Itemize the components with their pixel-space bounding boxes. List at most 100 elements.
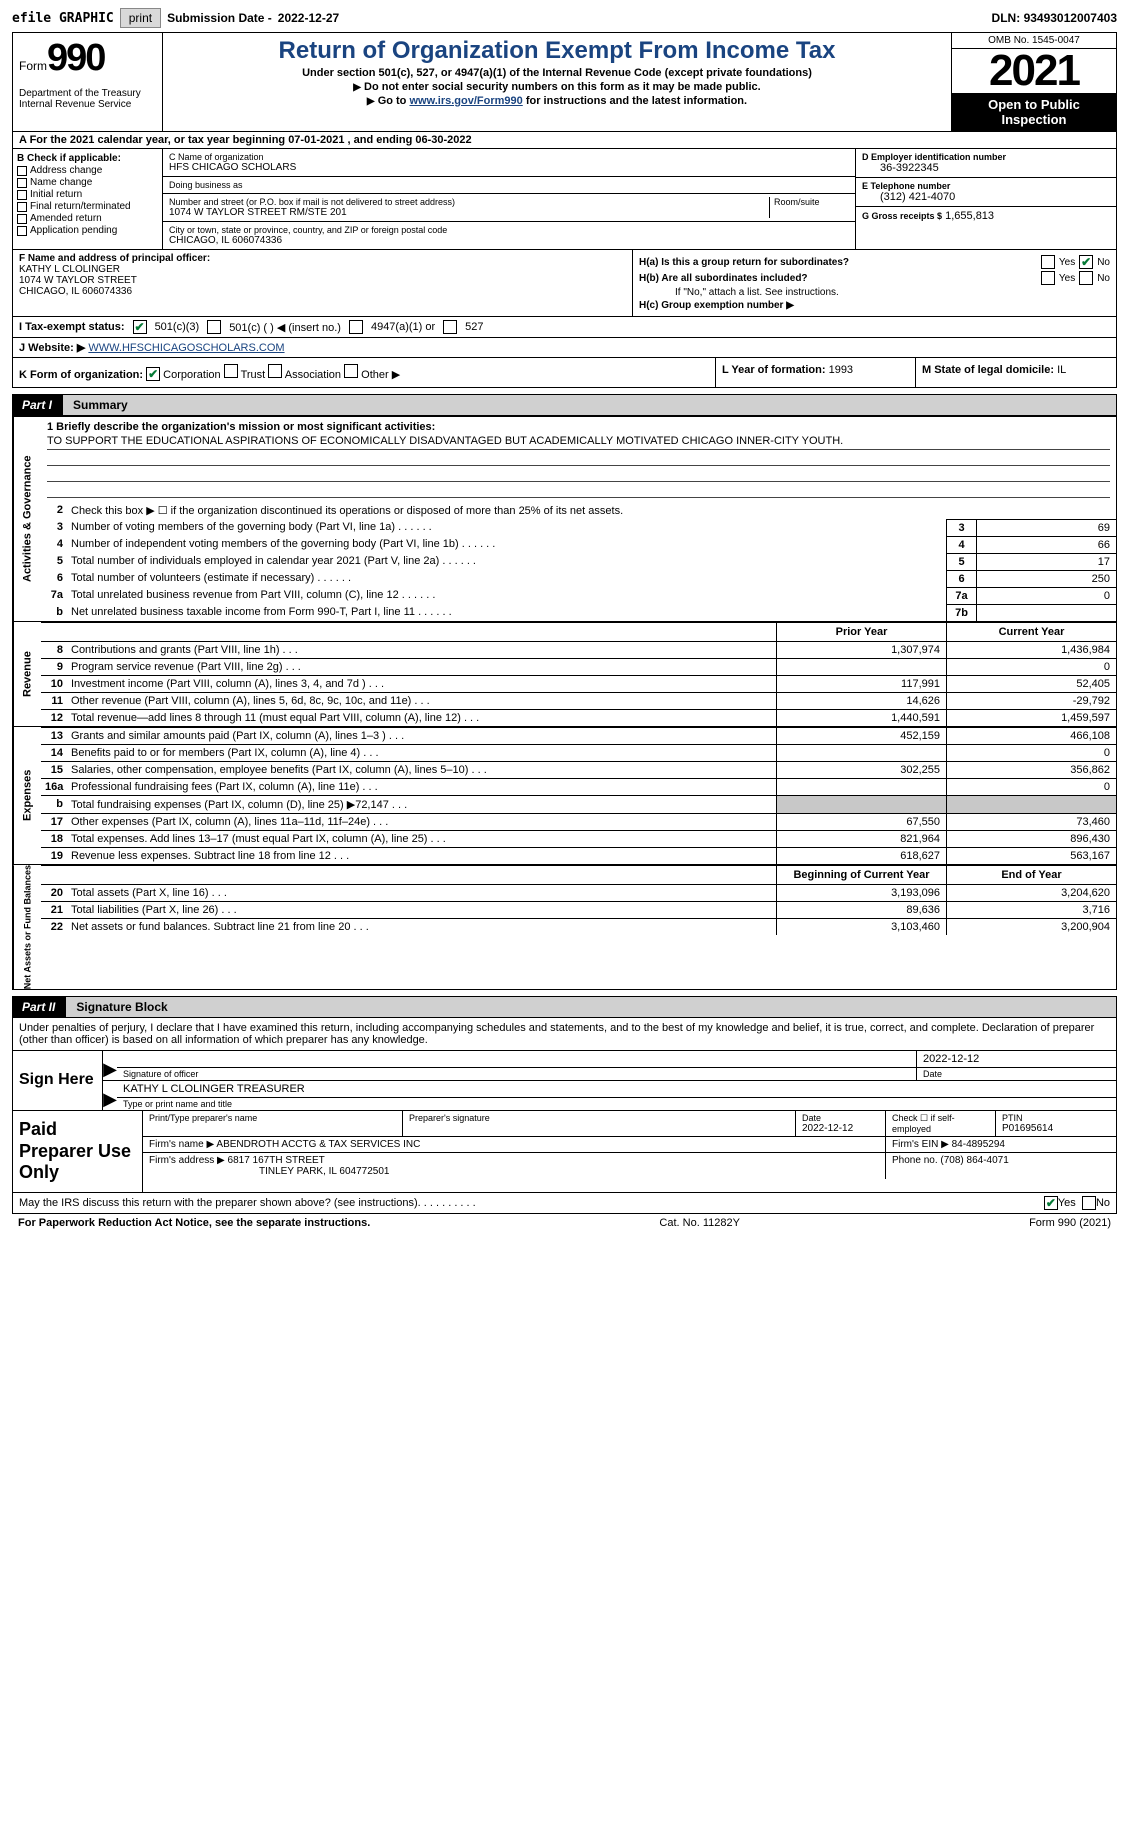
- ptin-label: PTIN: [1002, 1113, 1110, 1123]
- irs-link[interactable]: www.irs.gov/Form990: [409, 95, 522, 107]
- city-value: CHICAGO, IL 606074336: [169, 235, 849, 246]
- hb-yes[interactable]: [1041, 271, 1055, 285]
- subtitle-1: Under section 501(c), 527, or 4947(a)(1)…: [169, 67, 945, 79]
- ha-no[interactable]: ✔: [1079, 255, 1093, 269]
- print-button[interactable]: print: [120, 8, 161, 28]
- state-label: M State of legal domicile:: [922, 364, 1054, 376]
- cb-address-change[interactable]: [17, 166, 27, 176]
- cb-527[interactable]: [443, 320, 457, 334]
- current-value: 0: [946, 659, 1116, 675]
- mission-blank2: [47, 466, 1110, 482]
- line-text: Contributions and grants (Part VIII, lin…: [67, 642, 776, 658]
- prep-check-label: Check ☐ if self-employed: [892, 1113, 989, 1134]
- line-text: Program service revenue (Part VIII, line…: [67, 659, 776, 675]
- opt-501c: 501(c) ( ) ◀ (insert no.): [229, 321, 341, 334]
- page-footer: For Paperwork Reduction Act Notice, see …: [12, 1214, 1117, 1232]
- line-text: Other expenses (Part IX, column (A), lin…: [67, 814, 776, 830]
- efile-label: efile GRAPHIC: [12, 11, 114, 26]
- website-link[interactable]: WWW.HFSCHICAGOSCHOLARS.COM: [88, 342, 284, 354]
- current-value: 356,862: [946, 762, 1116, 778]
- ha-yes[interactable]: [1041, 255, 1055, 269]
- hb-label: H(b) Are all subordinates included?: [639, 273, 808, 284]
- part2-header: Part II Signature Block: [12, 996, 1117, 1018]
- cb-other[interactable]: [344, 364, 358, 378]
- line-num: 15: [41, 762, 67, 778]
- submission-date-label: Submission Date -: [167, 11, 272, 25]
- header-right: OMB No. 1545-0047 2021 Open to Public In…: [951, 33, 1116, 131]
- prior-value: 67,550: [776, 814, 946, 830]
- line-box: 7b: [946, 604, 976, 621]
- firm-name: ABENDROTH ACCTG & TAX SERVICES INC: [216, 1139, 420, 1150]
- opt-amended: Amended return: [30, 213, 102, 224]
- officer-printed-name: KATHY L CLOLINGER TREASURER: [117, 1081, 1116, 1097]
- opt-name-change: Name change: [30, 177, 92, 188]
- line-num: 18: [41, 831, 67, 847]
- cb-pending[interactable]: [17, 226, 27, 236]
- cb-initial-return[interactable]: [17, 190, 27, 200]
- current-value: -29,792: [946, 693, 1116, 709]
- cb-501c3[interactable]: ✔: [133, 320, 147, 334]
- cb-assoc[interactable]: [268, 364, 282, 378]
- line-text: Total number of volunteers (estimate if …: [67, 570, 946, 587]
- form-title: Return of Organization Exempt From Incom…: [169, 37, 945, 65]
- footer-right: Form 990 (2021): [1029, 1217, 1111, 1229]
- hb-no[interactable]: [1079, 271, 1093, 285]
- current-value: 0: [946, 779, 1116, 795]
- org-name: HFS CHICAGO SCHOLARS: [169, 162, 849, 173]
- printed-name-label: Type or print name and title: [117, 1097, 1116, 1110]
- line-text: Investment income (Part VIII, column (A)…: [67, 676, 776, 692]
- col-d: D Employer identification number 36-3922…: [856, 149, 1116, 249]
- department-label: Department of the Treasury Internal Reve…: [19, 88, 156, 110]
- line-box: 5: [946, 553, 976, 570]
- mission-blank3: [47, 482, 1110, 498]
- line-value: [976, 604, 1116, 621]
- block-bcd: B Check if applicable: Address change Na…: [12, 149, 1117, 250]
- summary-activities: Activities & Governance 1 Briefly descri…: [12, 416, 1117, 622]
- cb-amended[interactable]: [17, 214, 27, 224]
- cb-name-change[interactable]: [17, 178, 27, 188]
- signature-intro: Under penalties of perjury, I declare th…: [12, 1018, 1117, 1051]
- cb-4947[interactable]: [349, 320, 363, 334]
- prior-value: 618,627: [776, 848, 946, 864]
- discuss-no[interactable]: [1082, 1196, 1096, 1210]
- sign-here-label: Sign Here: [13, 1051, 103, 1110]
- opt-pending: Application pending: [30, 225, 117, 236]
- sign-arrow-2: ▶: [103, 1081, 117, 1110]
- form-number: 990: [47, 37, 104, 80]
- current-year-label: Current Year: [946, 623, 1116, 641]
- line-num: 7a: [41, 587, 67, 604]
- hb-note: If "No," attach a list. See instructions…: [639, 287, 1110, 298]
- current-value: 0: [946, 745, 1116, 761]
- opt-initial-return: Initial return: [30, 189, 82, 200]
- paid-preparer-label: Paid Preparer Use Only: [13, 1111, 143, 1192]
- line2-text: Check this box ▶ ☐ if the organization d…: [67, 502, 1116, 519]
- officer-label: F Name and address of principal officer:: [19, 253, 626, 264]
- officer-signature: [117, 1051, 916, 1067]
- footer-center: Cat. No. 11282Y: [659, 1217, 740, 1229]
- firm-name-label: Firm's name ▶: [149, 1139, 214, 1150]
- dln: DLN: 93493012007403: [992, 11, 1117, 25]
- dba-label: Doing business as: [169, 180, 849, 190]
- cb-corp[interactable]: ✔: [146, 367, 160, 381]
- line-text: Grants and similar amounts paid (Part IX…: [67, 728, 776, 744]
- cb-trust[interactable]: [224, 364, 238, 378]
- hc-label: H(c) Group exemption number ▶: [639, 300, 794, 311]
- prior-year-label: Prior Year: [776, 623, 946, 641]
- cb-501c[interactable]: [207, 320, 221, 334]
- summary-revenue: Revenue Prior YearCurrent Year 8 Contrib…: [12, 622, 1117, 727]
- line-text: Total fundraising expenses (Part IX, col…: [67, 796, 776, 813]
- line-value: 250: [976, 570, 1116, 587]
- prior-value: [776, 745, 946, 761]
- cb-final-return[interactable]: [17, 202, 27, 212]
- prior-value: 302,255: [776, 762, 946, 778]
- beg-year-label: Beginning of Current Year: [776, 866, 946, 884]
- discuss-no-label: No: [1096, 1197, 1110, 1209]
- line-num: 5: [41, 553, 67, 570]
- discuss-yes[interactable]: ✔: [1044, 1196, 1058, 1210]
- ein-value: 36-3922345: [862, 162, 1110, 174]
- sign-arrow-1: ▶: [103, 1051, 117, 1080]
- part1-num: Part I: [12, 395, 62, 415]
- website-label: J Website: ▶: [19, 342, 85, 354]
- prior-value: 89,636: [776, 902, 946, 918]
- opt-final-return: Final return/terminated: [30, 201, 131, 212]
